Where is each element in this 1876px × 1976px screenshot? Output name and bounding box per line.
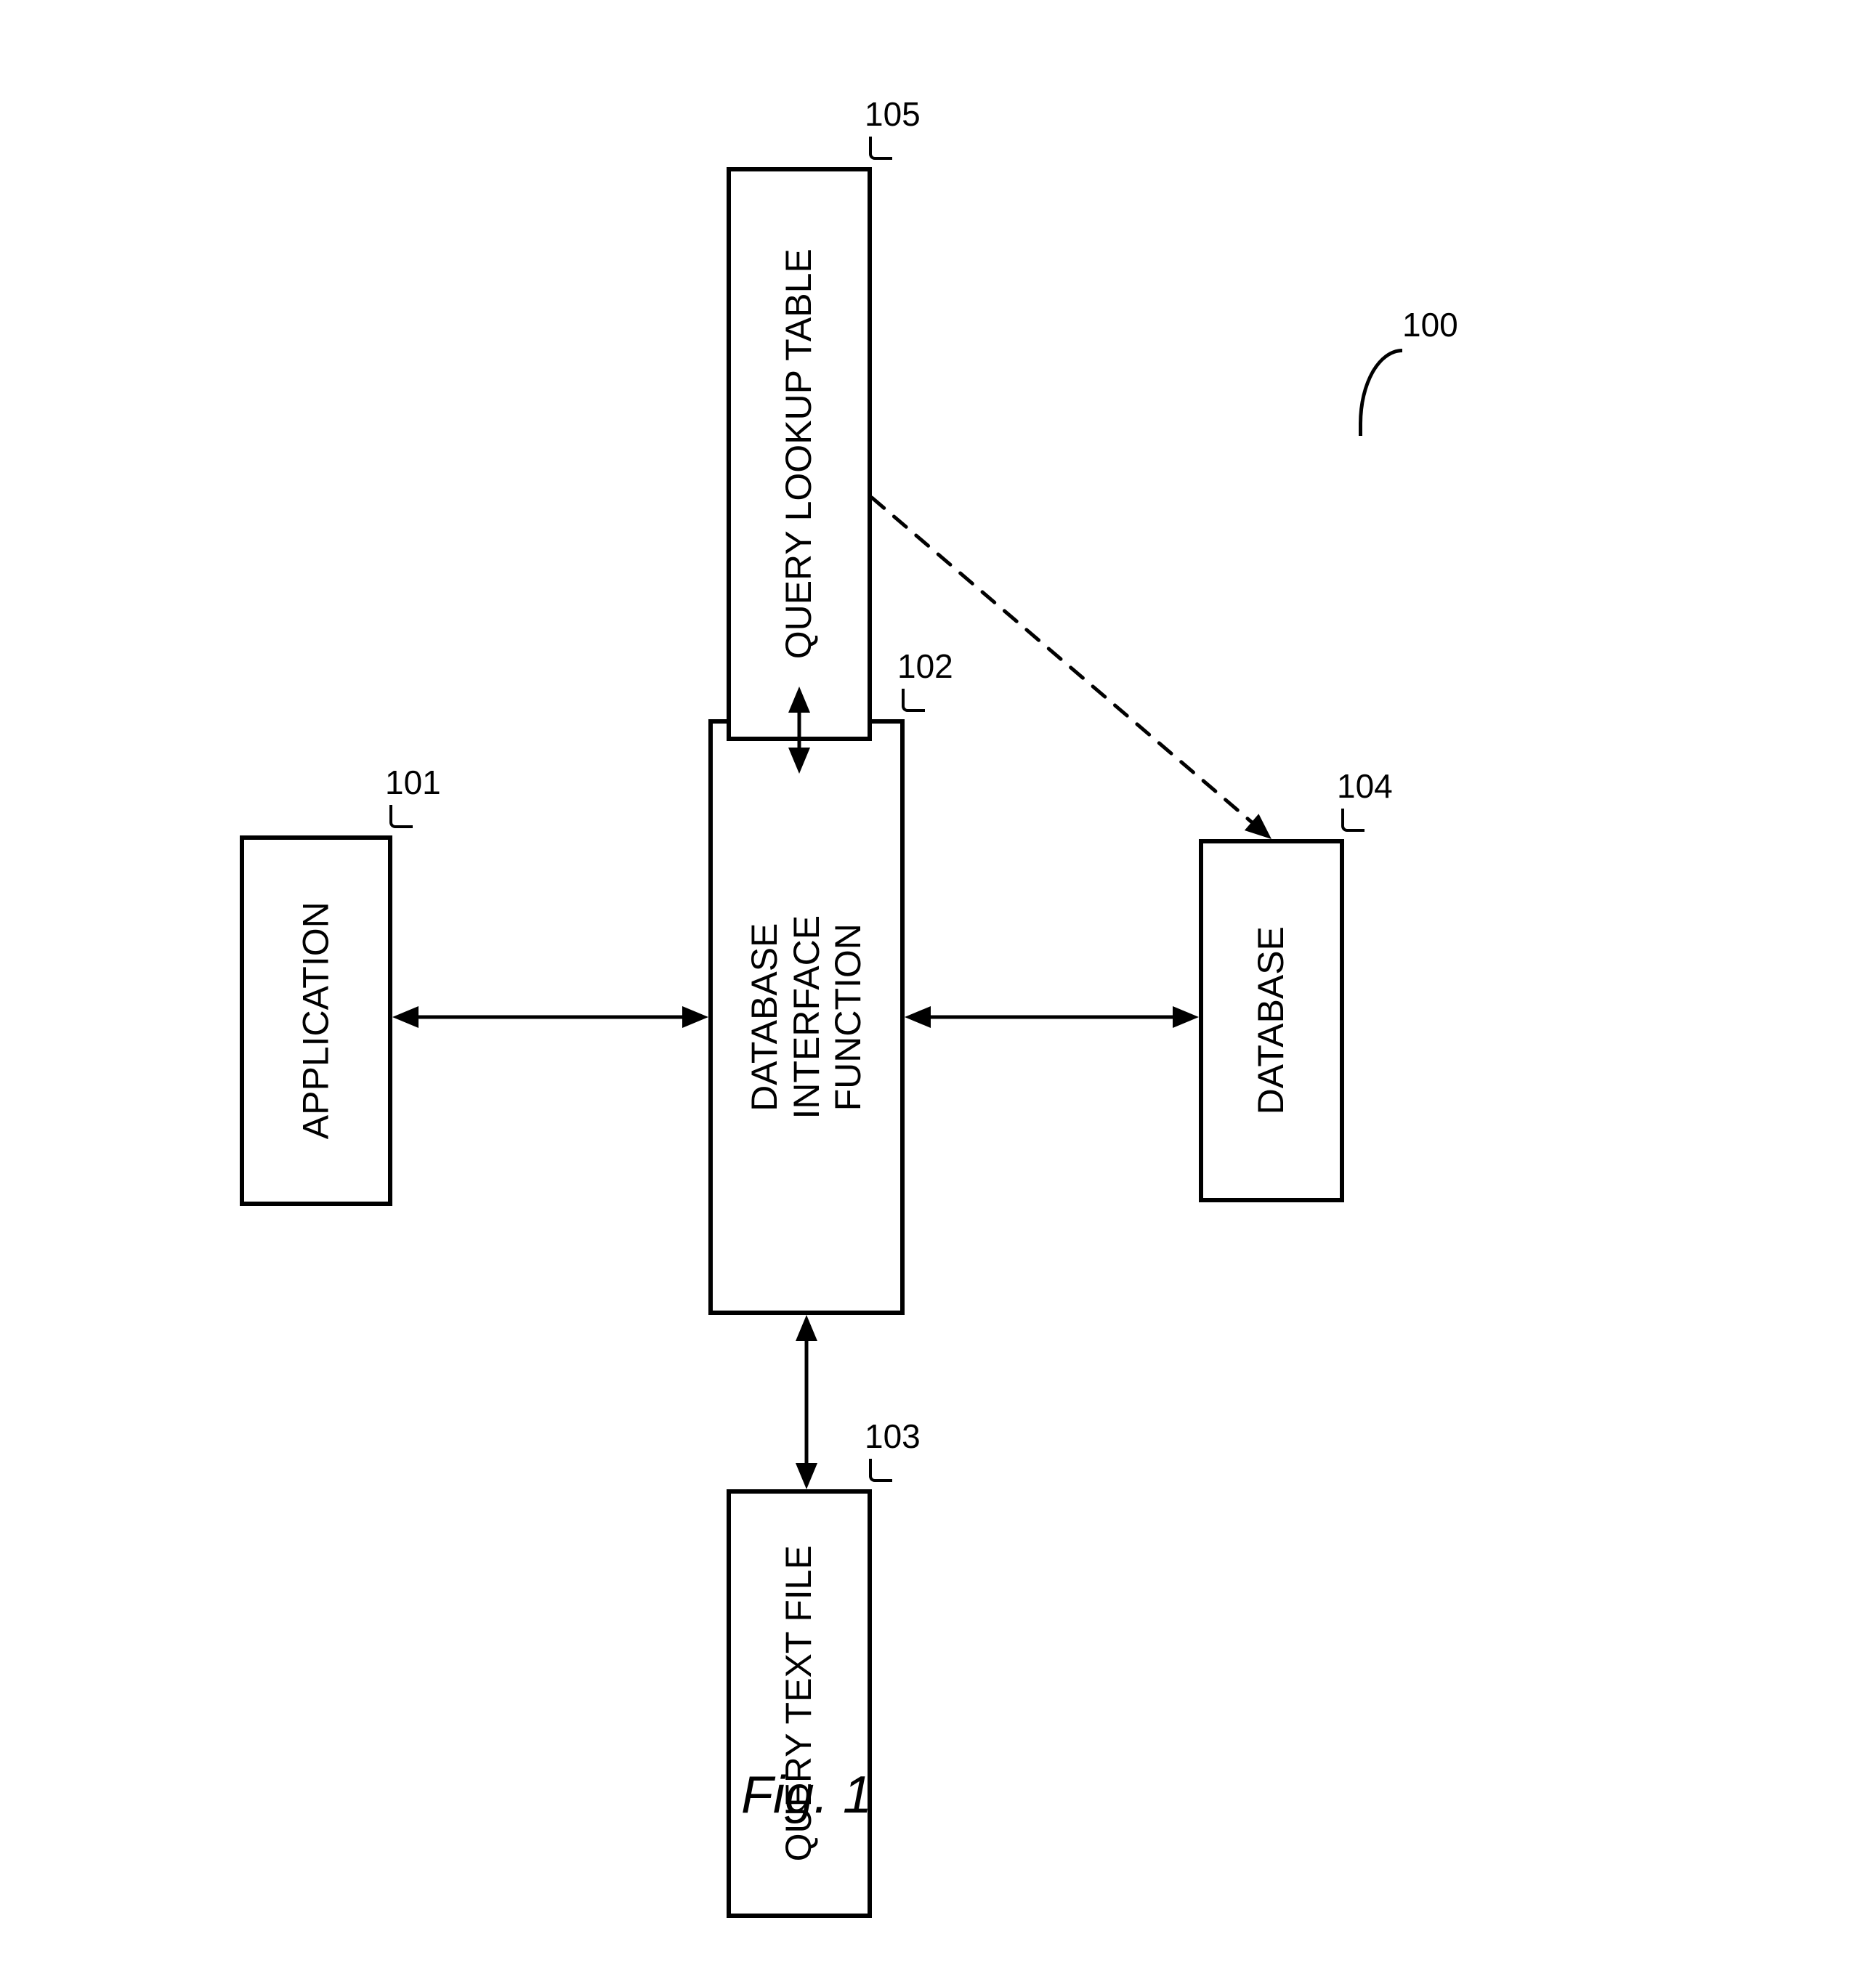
ref-hook-qlt <box>869 137 892 160</box>
node-qlt: QUERY LOOKUP TABLE <box>727 167 872 741</box>
node-dbif-label: DATABASE INTERFACE FUNCTION <box>744 915 870 1119</box>
ref-application: 101 <box>385 763 441 802</box>
node-qtf: QUERY TEXT FILE <box>727 1489 872 1918</box>
node-qlt-label: QUERY LOOKUP TABLE <box>778 248 820 659</box>
ref-hook-application <box>389 805 413 828</box>
system-ref: 100 <box>1402 305 1458 344</box>
node-application: APPLICATION <box>240 835 392 1206</box>
node-dbif: DATABASE INTERFACE FUNCTION <box>708 719 905 1315</box>
node-database: DATABASE <box>1199 839 1344 1202</box>
ref-dbif: 102 <box>897 647 953 686</box>
system-ref-curve <box>1359 349 1402 436</box>
ref-qtf: 103 <box>865 1417 921 1456</box>
diagram-canvas: APPLICATION 101 DATABASE INTERFACE FUNCT… <box>0 0 1876 1976</box>
ref-hook-dbif <box>902 689 925 712</box>
ref-hook-qtf <box>869 1459 892 1482</box>
node-application-label: APPLICATION <box>295 902 337 1140</box>
ref-qlt: 105 <box>865 94 921 134</box>
figure-label: Fig. 1 <box>741 1765 872 1825</box>
ref-hook-database <box>1341 809 1364 832</box>
node-database-label: DATABASE <box>1250 926 1293 1114</box>
ref-database: 104 <box>1337 766 1393 806</box>
